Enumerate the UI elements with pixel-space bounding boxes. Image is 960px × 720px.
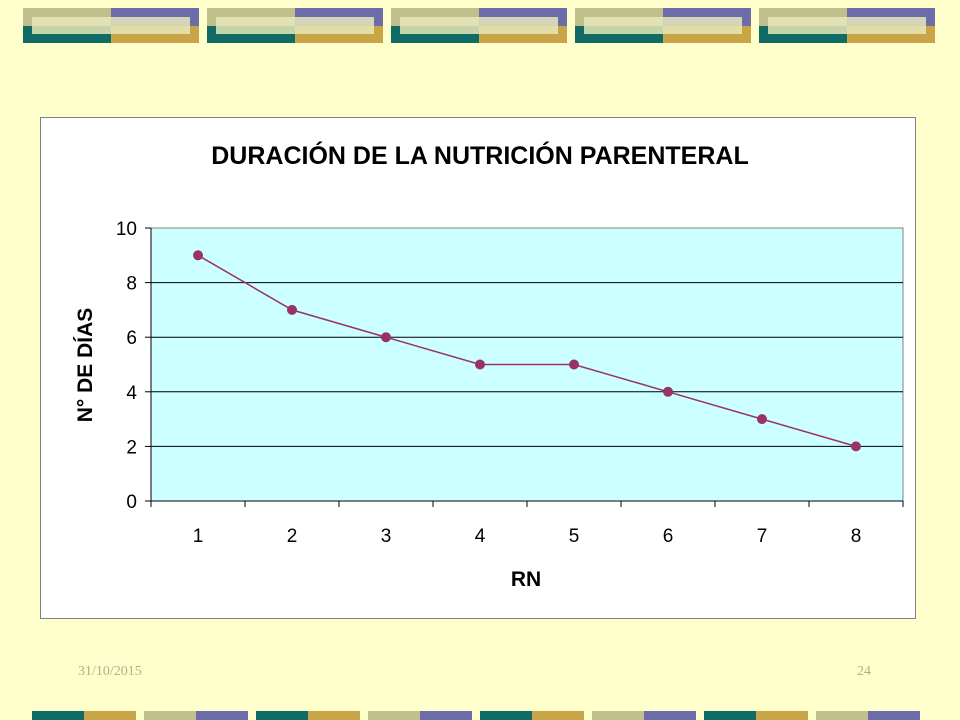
x-tick-label: 8 [851, 526, 862, 547]
bottom-decor-segment [480, 711, 532, 720]
y-tick-label: 10 [116, 219, 137, 240]
top-decor-tile [207, 8, 383, 43]
x-tick-label: 1 [193, 526, 204, 547]
x-tick-label: 4 [475, 526, 486, 547]
bottom-decor-segment [256, 711, 308, 720]
slide-number: 24 [857, 664, 871, 679]
y-tick-label: 8 [126, 274, 137, 295]
bottom-decor-segment [368, 711, 420, 720]
line-chart: DURACIÓN DE LA NUTRICIÓN PARENTERAL 0 2 4 6… [74, 140, 904, 591]
chart-area: DURACIÓN DE LA NUTRICIÓN PARENTERAL 0 2 4 6… [40, 117, 916, 619]
bottom-decor-segment [32, 711, 84, 720]
bottom-decor-segment [644, 711, 696, 720]
y-tick-label: 4 [126, 383, 137, 404]
bottom-decor-segment [756, 711, 808, 720]
x-tick-label: 5 [569, 526, 580, 547]
top-decor-tile [391, 8, 567, 43]
x-tick-label: 6 [663, 526, 674, 547]
top-decor-tile [575, 8, 751, 43]
bottom-decor-segment [704, 711, 756, 720]
x-tick-label: 3 [381, 526, 392, 547]
x-tick-label: 7 [757, 526, 768, 547]
decor-highlight [584, 17, 742, 34]
bottom-decor-segment [532, 711, 584, 720]
y-tick-label: 0 [126, 492, 137, 513]
bottom-decor-segment [420, 711, 472, 720]
y-axis-label: N° DE DÍAS [74, 308, 97, 423]
slide-date: 31/10/2015 [78, 664, 142, 679]
data-point [851, 441, 861, 452]
y-tick-label: 2 [126, 437, 137, 458]
x-tick-label: 2 [287, 526, 298, 547]
data-series [193, 250, 861, 452]
data-point [193, 250, 203, 261]
chart-title: DURACIÓN DE LA NUTRICIÓN PARENTERAL [211, 140, 749, 170]
bottom-decor-segment [84, 711, 136, 720]
top-decor-tile [23, 8, 199, 43]
bottom-decor-segment [868, 711, 920, 720]
y-tick-label: 6 [126, 328, 137, 349]
top-decor-tile [759, 8, 935, 43]
bottom-decor-segment [592, 711, 644, 720]
data-point [663, 386, 673, 397]
data-point [287, 304, 297, 315]
bottom-decorative-band [0, 711, 960, 720]
bottom-decor-segment [144, 711, 196, 720]
data-point [381, 332, 391, 343]
data-point [475, 359, 485, 370]
decor-highlight [400, 17, 558, 34]
decor-highlight [216, 17, 374, 34]
decor-highlight [32, 17, 190, 34]
bottom-decor-segment [308, 711, 360, 720]
data-point [757, 414, 767, 425]
top-decorative-band [0, 0, 960, 48]
data-point [569, 359, 579, 370]
bottom-decor-segment [816, 711, 868, 720]
gridlines [151, 282, 903, 447]
bottom-decor-segment [196, 711, 248, 720]
decor-highlight [768, 17, 926, 34]
x-axis-label: RN [511, 568, 541, 591]
series-line [197, 254, 857, 448]
